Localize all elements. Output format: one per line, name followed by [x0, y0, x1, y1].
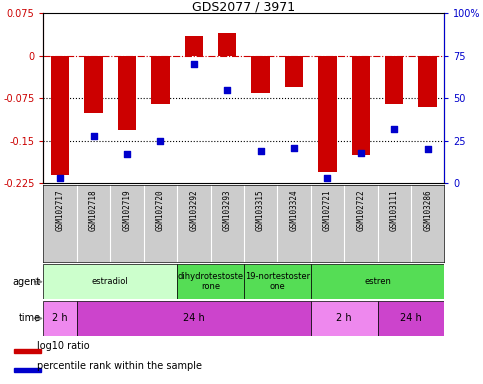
Text: log10 ratio: log10 ratio: [38, 341, 90, 351]
Bar: [285, 56, 303, 87]
Text: GSM102717: GSM102717: [56, 189, 65, 231]
Text: 24 h: 24 h: [183, 313, 205, 323]
Point: [156, 138, 164, 144]
Point: [90, 133, 98, 139]
Bar: [151, 56, 170, 104]
Text: GSM102722: GSM102722: [356, 189, 365, 231]
Text: GSM103292: GSM103292: [189, 189, 199, 231]
Text: percentile rank within the sample: percentile rank within the sample: [38, 361, 202, 371]
Bar: [252, 56, 270, 93]
Point: [223, 87, 231, 93]
Bar: [318, 56, 337, 172]
Text: GSM102720: GSM102720: [156, 189, 165, 231]
Text: 19-nortestoster
one: 19-nortestoster one: [245, 272, 310, 291]
Bar: [43, 301, 77, 336]
Text: GSM103324: GSM103324: [289, 189, 298, 231]
Text: time: time: [19, 313, 41, 323]
Text: GSM103293: GSM103293: [223, 189, 232, 231]
Point: [324, 175, 331, 181]
Point: [257, 148, 265, 154]
Text: GSM103315: GSM103315: [256, 189, 265, 231]
Bar: [43, 264, 177, 299]
Point: [290, 144, 298, 151]
Text: estren: estren: [364, 277, 391, 286]
Bar: [51, 56, 70, 175]
Text: GSM102718: GSM102718: [89, 189, 98, 231]
Point: [190, 61, 198, 68]
Text: estradiol: estradiol: [92, 277, 128, 286]
Bar: [385, 56, 403, 104]
Bar: [378, 301, 444, 336]
Point: [424, 146, 431, 152]
Point: [57, 175, 64, 181]
Text: 2 h: 2 h: [52, 313, 68, 323]
Text: 2 h: 2 h: [336, 313, 352, 323]
Text: GSM103286: GSM103286: [423, 189, 432, 231]
Text: GSM102719: GSM102719: [123, 189, 131, 231]
Bar: [244, 264, 311, 299]
Text: GSM103111: GSM103111: [390, 189, 399, 231]
Bar: [85, 56, 103, 113]
Bar: [14, 368, 41, 372]
Bar: [77, 301, 311, 336]
Bar: [185, 36, 203, 56]
Bar: [177, 264, 244, 299]
Bar: [352, 56, 370, 155]
Bar: [311, 264, 444, 299]
Bar: [14, 349, 41, 353]
Point: [123, 151, 131, 157]
Bar: [418, 56, 437, 107]
Title: GDS2077 / 3971: GDS2077 / 3971: [192, 0, 296, 13]
Text: agent: agent: [13, 277, 41, 287]
Point: [390, 126, 398, 132]
Bar: [118, 56, 136, 129]
Point: [357, 150, 365, 156]
Text: dihydrotestoste
rone: dihydrotestoste rone: [177, 272, 243, 291]
Text: 24 h: 24 h: [400, 313, 422, 323]
Text: GSM102721: GSM102721: [323, 189, 332, 231]
Bar: [218, 33, 236, 56]
Bar: [311, 301, 378, 336]
